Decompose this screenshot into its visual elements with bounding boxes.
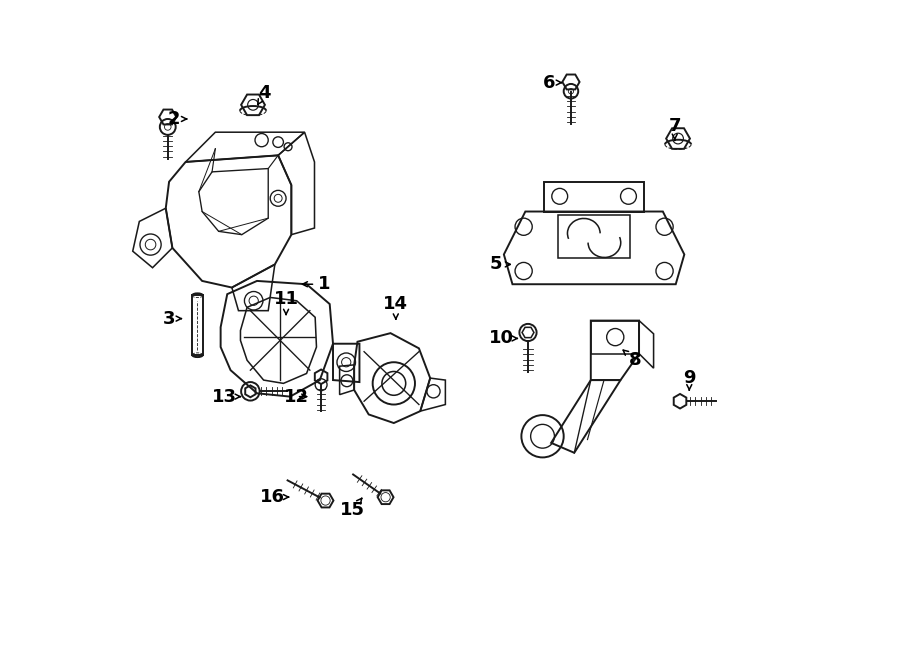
Text: 2: 2 [167, 110, 186, 128]
Bar [193, 295, 202, 355]
Text: 9: 9 [683, 369, 696, 390]
Text: 10: 10 [489, 329, 518, 348]
Text: 6: 6 [543, 73, 562, 92]
Text: 11: 11 [274, 290, 299, 315]
Text: 3: 3 [163, 309, 182, 328]
Text: 14: 14 [383, 295, 409, 319]
Text: 13: 13 [212, 387, 240, 406]
Bar [590, 321, 639, 354]
Text: 4: 4 [257, 83, 271, 104]
Text: 16: 16 [260, 488, 289, 506]
Text: 1: 1 [302, 275, 330, 293]
Text: 12: 12 [284, 387, 309, 406]
Text: 5: 5 [490, 255, 510, 274]
Text: 8: 8 [623, 350, 642, 369]
Text: 7: 7 [669, 116, 681, 140]
Text: 15: 15 [339, 498, 365, 520]
